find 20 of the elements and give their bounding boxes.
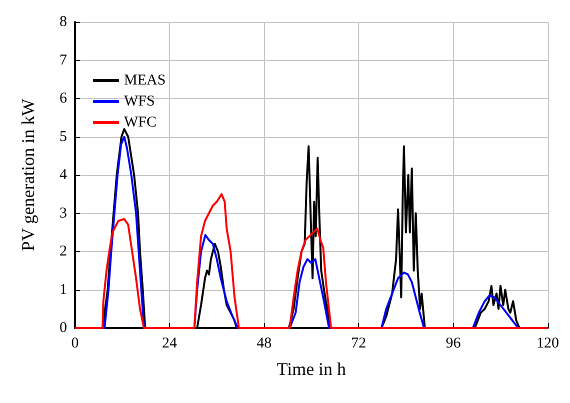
y-tick-label: 7 — [60, 52, 68, 68]
y-tick-label: 8 — [60, 14, 67, 30]
legend-label: MEAS — [124, 72, 166, 88]
legend-label: WFC — [124, 114, 157, 130]
y-axis-title: PV generation in kW — [18, 98, 38, 252]
y-tick-label: 3 — [60, 205, 67, 222]
y-tick-label: 0 — [60, 320, 67, 336]
y-tick-label: 1 — [60, 282, 67, 298]
x-tick-label: 24 — [162, 336, 178, 352]
y-tick-label: 4 — [60, 167, 68, 183]
x-tick-label: 0 — [71, 336, 79, 352]
y-tick-label: 6 — [60, 90, 68, 106]
x-tick-label: 120 — [536, 336, 559, 352]
x-tick-label: 48 — [256, 336, 272, 352]
legend-label: WFS — [124, 94, 155, 110]
y-tick-label: 2 — [60, 244, 67, 260]
x-tick-label: 96 — [446, 336, 462, 352]
y-tick-label: 5 — [60, 128, 67, 145]
x-axis-title: Time in h — [276, 359, 346, 379]
x-tick-label: 72 — [351, 336, 366, 352]
